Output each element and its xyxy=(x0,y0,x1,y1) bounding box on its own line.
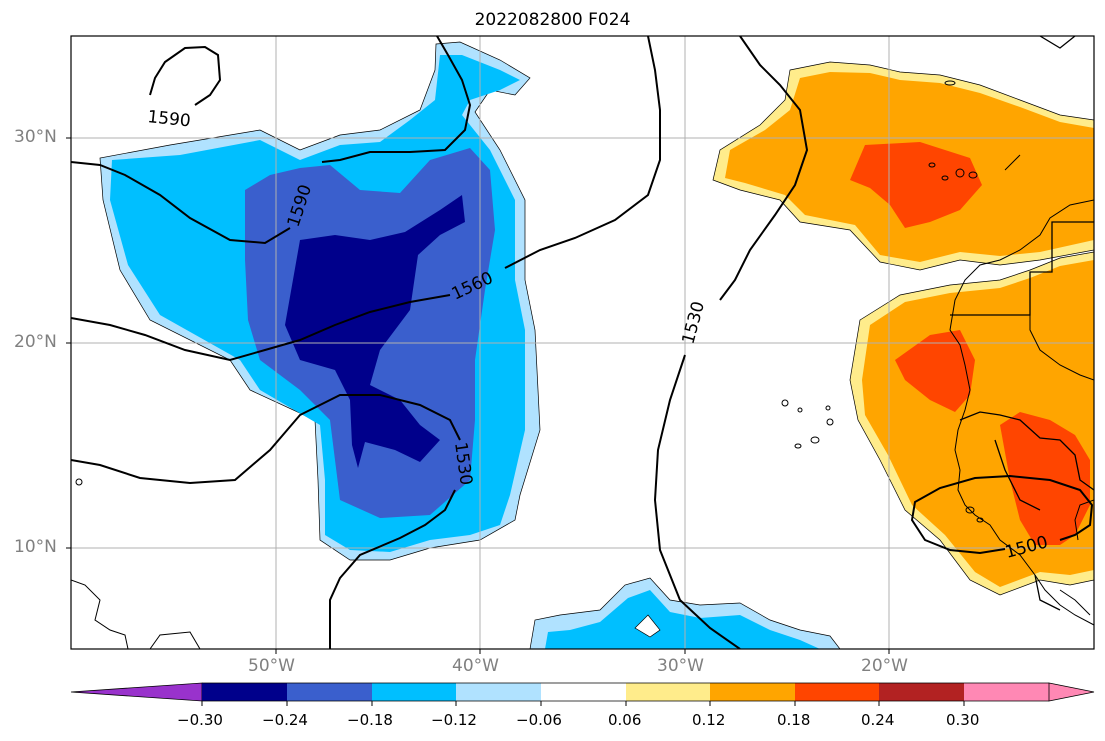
colorbar-tick-label: 0.18 xyxy=(777,711,811,729)
colorbar-extend-low xyxy=(70,682,203,702)
colorbar-tick-label: 0.12 xyxy=(692,711,726,729)
lat-label: 10°N xyxy=(14,537,57,557)
contour-label: 1590 xyxy=(146,107,191,131)
lon-label: 30°W xyxy=(657,656,704,676)
colorbar-tick-label: −0.12 xyxy=(431,711,477,729)
contour-1590-closed xyxy=(149,45,222,106)
contour-1530 xyxy=(71,36,809,649)
anomaly-band-red-north xyxy=(850,142,982,228)
colorbar-extend-high xyxy=(1048,682,1095,702)
colorbar-tick-label: −0.30 xyxy=(177,711,223,729)
colorbar-tick-label: 0.24 xyxy=(861,711,895,729)
colorbar-tick-label: 0.06 xyxy=(608,711,642,729)
contour-1500 xyxy=(910,474,1094,555)
colorbar-tick-label: −0.06 xyxy=(516,711,562,729)
graticule xyxy=(71,36,1094,649)
lat-label: 20°N xyxy=(14,332,57,352)
country-borders xyxy=(950,36,1094,611)
height-contours xyxy=(71,36,1094,649)
lon-label: 20°W xyxy=(861,656,908,676)
colorbar-tick-label: −0.18 xyxy=(347,711,393,729)
contour-1560 xyxy=(71,36,661,362)
lon-label: 40°W xyxy=(452,656,499,676)
colorbar-tick-label: −0.24 xyxy=(262,711,308,729)
map-title: 2022082800 F024 xyxy=(474,10,631,30)
contour-1590 xyxy=(71,36,472,245)
anomaly-band-dark-blue xyxy=(285,195,465,468)
negative-anomaly-field xyxy=(99,41,841,649)
colorbar xyxy=(70,682,1095,706)
anomaly-band-red-south-1 xyxy=(895,330,975,412)
lon-label: 50°W xyxy=(248,656,295,676)
axis-ticks xyxy=(66,137,890,654)
anomaly-patch-south-inner xyxy=(545,590,820,649)
positive-anomaly-field xyxy=(712,61,1094,596)
colorbar-tick-label: 0.30 xyxy=(946,711,980,729)
lat-label: 30°N xyxy=(14,127,57,147)
contour-label: 1530 xyxy=(679,299,710,346)
